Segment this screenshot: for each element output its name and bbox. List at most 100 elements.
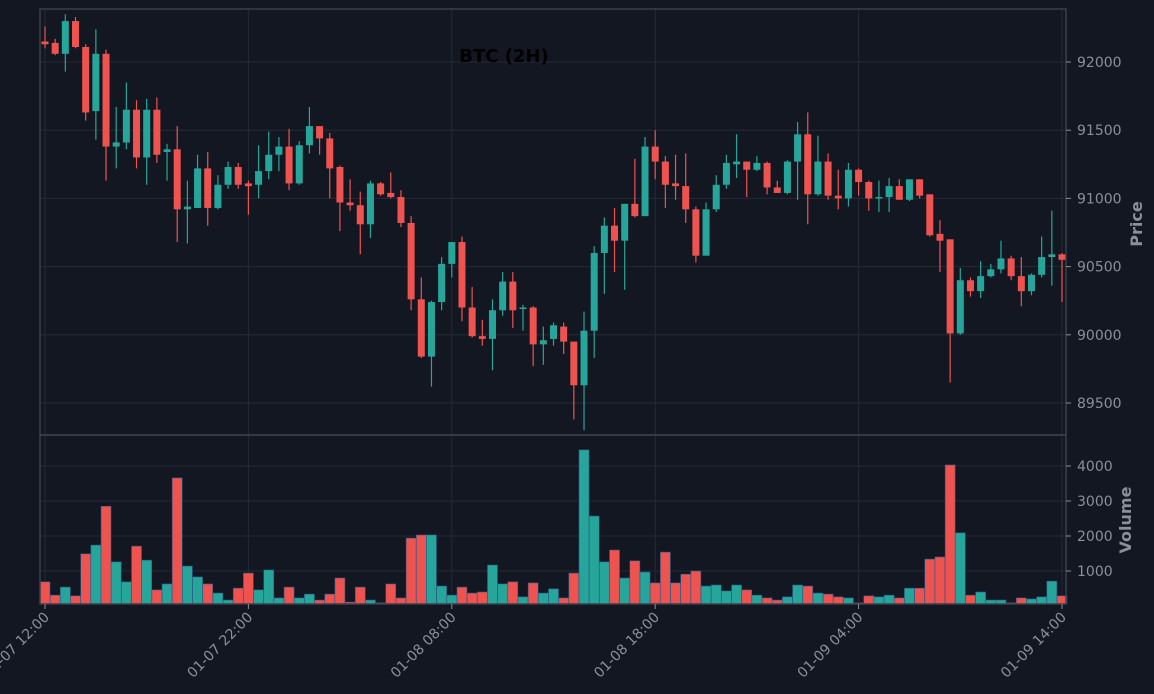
candle-body-up bbox=[519, 307, 527, 310]
price-axis-label: Price bbox=[1127, 201, 1146, 247]
volume-bar bbox=[843, 597, 854, 605]
candle-body-up bbox=[295, 145, 303, 184]
volume-bar bbox=[415, 534, 427, 605]
volume-bar bbox=[782, 596, 793, 605]
volume-tick-label: 4000 bbox=[1077, 459, 1113, 475]
volume-bar bbox=[568, 572, 580, 605]
candle-body-up bbox=[600, 225, 608, 253]
candle-body-down bbox=[356, 205, 364, 225]
volume-bar bbox=[588, 515, 600, 605]
volume-bar bbox=[721, 590, 732, 605]
candle-body-up bbox=[621, 203, 629, 241]
volume-bar bbox=[883, 594, 895, 605]
volume-bar bbox=[253, 589, 264, 605]
candle-body-down bbox=[916, 179, 924, 196]
volume-bar bbox=[639, 571, 651, 605]
volume-bar bbox=[538, 592, 549, 605]
volume-bar bbox=[304, 593, 315, 605]
candle-body-down bbox=[651, 146, 659, 162]
volume-bar bbox=[965, 594, 976, 605]
volume-bar bbox=[761, 597, 773, 605]
price-tick-label: 89500 bbox=[1077, 396, 1122, 412]
candle-body-up bbox=[794, 134, 802, 162]
price-tick-label: 90500 bbox=[1077, 260, 1122, 276]
candle-body-up bbox=[722, 162, 730, 185]
volume-bar bbox=[660, 551, 671, 605]
candle-body-down bbox=[895, 186, 903, 200]
candle-body-up bbox=[92, 53, 100, 112]
volume-bar bbox=[507, 581, 519, 605]
candle-body-down bbox=[672, 183, 680, 187]
candle-body-down bbox=[682, 186, 690, 210]
candle-body-down bbox=[82, 46, 90, 113]
volume-bar bbox=[1036, 596, 1047, 605]
candle-body-down bbox=[946, 239, 954, 334]
volume-bar bbox=[609, 549, 620, 605]
candle-body-up bbox=[733, 161, 741, 165]
candle-body-down bbox=[316, 126, 324, 139]
price-tick-label: 92000 bbox=[1077, 55, 1122, 71]
candle-body-down bbox=[661, 161, 669, 185]
chart-title: BTC (2H) bbox=[459, 46, 549, 67]
candle-body-up bbox=[61, 21, 69, 54]
volume-bar bbox=[548, 588, 559, 605]
candle-body-up bbox=[580, 330, 588, 386]
volume-bar bbox=[283, 586, 295, 605]
volume-bar bbox=[141, 559, 152, 605]
candle-body-down bbox=[834, 195, 842, 199]
volume-bar bbox=[812, 592, 824, 605]
volume-bar bbox=[670, 582, 681, 605]
price-tick-label: 91500 bbox=[1077, 123, 1122, 139]
candle-body-up bbox=[712, 184, 720, 210]
candle-body-down bbox=[631, 203, 639, 217]
candle-body-up bbox=[783, 161, 791, 193]
volume-bar bbox=[324, 593, 336, 605]
volume-bar bbox=[690, 570, 702, 605]
volume-bar bbox=[334, 577, 346, 605]
candle-body-down bbox=[51, 42, 59, 54]
volume-bar bbox=[405, 537, 417, 605]
candle-body-up bbox=[183, 206, 191, 210]
volume-bar bbox=[873, 596, 885, 605]
candle-body-up bbox=[366, 183, 374, 225]
candle-body-down bbox=[855, 169, 863, 183]
volume-bar bbox=[60, 586, 71, 605]
candle-body-down bbox=[1017, 276, 1025, 292]
volume-tick-label: 3000 bbox=[1077, 494, 1113, 510]
volume-bar bbox=[649, 582, 661, 605]
volume-bar bbox=[731, 584, 742, 605]
candle-body-down bbox=[407, 222, 415, 300]
candle-body-down bbox=[692, 209, 700, 256]
volume-bar bbox=[171, 477, 183, 605]
volume-bar bbox=[792, 584, 803, 605]
candle-body-up bbox=[590, 252, 598, 331]
volume-bar bbox=[599, 561, 610, 605]
candle-body-up bbox=[448, 242, 456, 264]
volume-bar bbox=[924, 558, 936, 605]
candle-body-down bbox=[387, 192, 395, 198]
volume-bar bbox=[477, 591, 488, 605]
volume-bar bbox=[710, 584, 722, 605]
candle-body-down bbox=[926, 194, 934, 236]
volume-bar bbox=[832, 596, 844, 605]
candle-body-down bbox=[529, 307, 537, 345]
candle-body-down bbox=[173, 149, 181, 210]
candle-body-down bbox=[865, 182, 873, 199]
candle-body-down bbox=[397, 197, 405, 223]
volume-bar bbox=[700, 585, 712, 605]
candle-body-down bbox=[417, 299, 425, 357]
volume-tick-label: 2000 bbox=[1077, 529, 1113, 545]
candle-body-up bbox=[702, 209, 710, 256]
candle-body-up bbox=[112, 142, 120, 147]
candle-body-down bbox=[936, 233, 944, 241]
volume-bar bbox=[497, 583, 508, 605]
volume-bar bbox=[100, 505, 112, 605]
candle-body-up bbox=[1027, 274, 1035, 292]
volume-bar bbox=[192, 576, 203, 605]
volume-bar bbox=[975, 591, 986, 605]
candle-body-down bbox=[41, 41, 49, 45]
volume-bar bbox=[446, 594, 458, 605]
candle-body-down bbox=[1058, 254, 1066, 260]
volume-bar bbox=[212, 592, 224, 605]
